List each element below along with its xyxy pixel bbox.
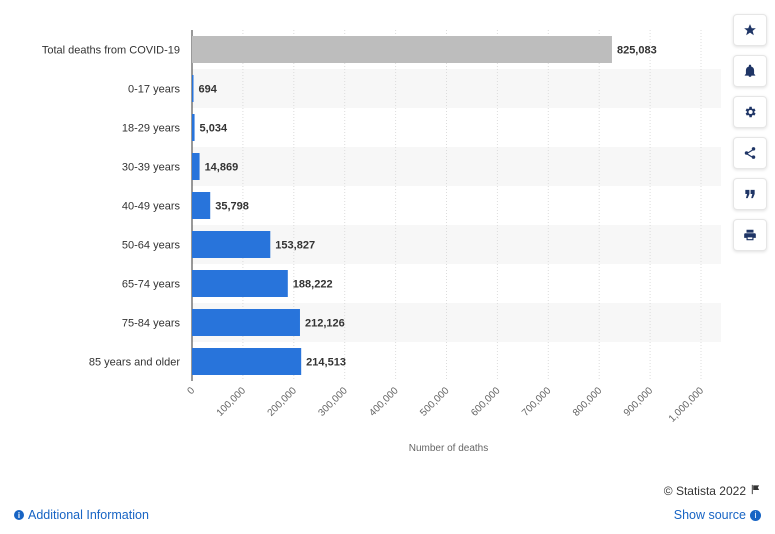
category-label: 85 years and older xyxy=(89,357,180,369)
value-label: 214,513 xyxy=(306,357,346,369)
bar xyxy=(192,153,200,180)
x-tick-label: 800,000 xyxy=(571,385,605,419)
value-label: 825,083 xyxy=(617,45,657,57)
category-label: 40-49 years xyxy=(122,201,181,213)
bar xyxy=(192,309,300,336)
notification-button[interactable] xyxy=(733,55,767,87)
value-label: 35,798 xyxy=(215,201,249,213)
value-label: 14,869 xyxy=(205,162,239,174)
bar xyxy=(192,114,195,141)
row-band xyxy=(192,225,721,264)
share-icon xyxy=(744,147,756,159)
print-icon xyxy=(744,229,756,241)
x-tick-label: 900,000 xyxy=(622,385,656,419)
x-tick-label: 700,000 xyxy=(520,385,554,419)
bell-icon xyxy=(744,64,756,77)
cite-button[interactable] xyxy=(733,178,767,210)
x-tick-label: 600,000 xyxy=(469,385,503,419)
category-label: Total deaths from COVID-19 xyxy=(42,45,180,57)
value-label: 188,222 xyxy=(293,279,333,291)
settings-button[interactable] xyxy=(733,96,767,128)
category-label: 0-17 years xyxy=(128,84,180,96)
bar xyxy=(192,231,271,258)
bar xyxy=(192,75,194,102)
additional-information-label: Additional Information xyxy=(28,508,149,522)
favorite-button[interactable] xyxy=(733,14,767,46)
star-icon xyxy=(744,24,756,36)
bar xyxy=(192,348,302,375)
value-label: 694 xyxy=(199,84,218,96)
x-tick-label: 200,000 xyxy=(266,385,300,419)
value-label: 212,126 xyxy=(305,318,345,330)
show-source-link[interactable]: Show source i xyxy=(674,508,761,522)
category-label: 65-74 years xyxy=(122,279,181,291)
value-label: 5,034 xyxy=(200,123,228,135)
statista-credit: © Statista 2022 xyxy=(664,484,761,498)
x-axis-title: Number of deaths xyxy=(409,443,489,454)
x-tick-label: 300,000 xyxy=(316,385,350,419)
x-tick-label: 500,000 xyxy=(418,385,452,419)
info-icon: i xyxy=(750,509,761,521)
quote-icon xyxy=(745,189,755,199)
category-label: 18-29 years xyxy=(122,123,181,135)
x-tick-label: 1,000,000 xyxy=(667,385,707,425)
flag-icon[interactable] xyxy=(750,484,761,498)
copyright-text: © Statista 2022 xyxy=(663,484,746,498)
bar xyxy=(192,36,612,63)
value-label: 153,827 xyxy=(275,240,315,252)
additional-information-link[interactable]: i Additional Information xyxy=(14,508,149,522)
bar xyxy=(192,192,211,219)
category-label: 75-84 years xyxy=(122,318,181,330)
row-band xyxy=(192,69,721,108)
category-label: 50-64 years xyxy=(122,240,181,252)
x-tick-label: 400,000 xyxy=(367,385,401,419)
show-source-label: Show source xyxy=(673,508,746,522)
info-icon: i xyxy=(14,510,24,520)
toolbar xyxy=(733,14,767,251)
x-tick-label: 100,000 xyxy=(215,385,249,419)
print-button[interactable] xyxy=(733,219,767,251)
share-button[interactable] xyxy=(733,137,767,169)
bar xyxy=(192,270,288,297)
gear-icon xyxy=(745,106,756,118)
row-band xyxy=(192,147,721,186)
x-tick-label: 0 xyxy=(185,385,197,397)
category-label: 30-39 years xyxy=(122,162,181,174)
